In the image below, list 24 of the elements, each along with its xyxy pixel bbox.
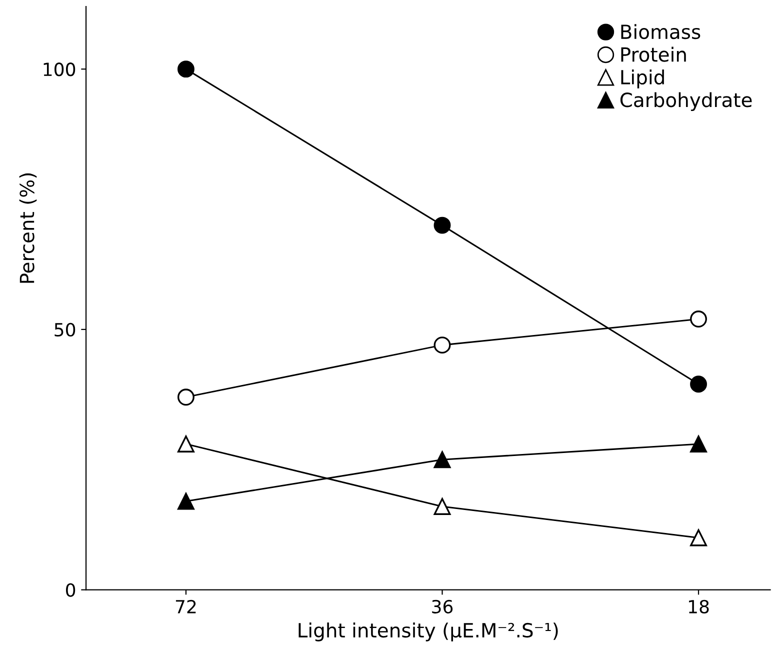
x-tick-label: 36 — [432, 600, 453, 614]
legend-label: Protein — [621, 46, 686, 62]
point — [177, 60, 194, 78]
point — [177, 388, 194, 406]
point — [434, 451, 451, 468]
y-tick-label: 50 — [54, 322, 76, 337]
x-tick-label: 72 — [176, 600, 196, 614]
point — [690, 310, 707, 328]
point — [690, 529, 707, 546]
legend-label: Biomass — [621, 24, 700, 40]
point — [690, 436, 707, 452]
point — [177, 436, 194, 452]
point — [434, 336, 451, 354]
point — [177, 492, 194, 510]
y-tick-label: 100 — [44, 62, 76, 76]
point — [434, 498, 451, 515]
y-tick-label: 0 — [66, 583, 76, 597]
x-axis-title: Light intensity (μE.M⁻².S⁻¹) — [298, 622, 558, 642]
y-axis-title: Percent (%) — [19, 173, 37, 283]
point — [690, 376, 707, 393]
x-tick-label: 18 — [689, 600, 709, 614]
point — [434, 216, 451, 234]
legend-label: Carbohydrate — [620, 92, 752, 112]
legend-label: Lipid — [621, 70, 664, 88]
